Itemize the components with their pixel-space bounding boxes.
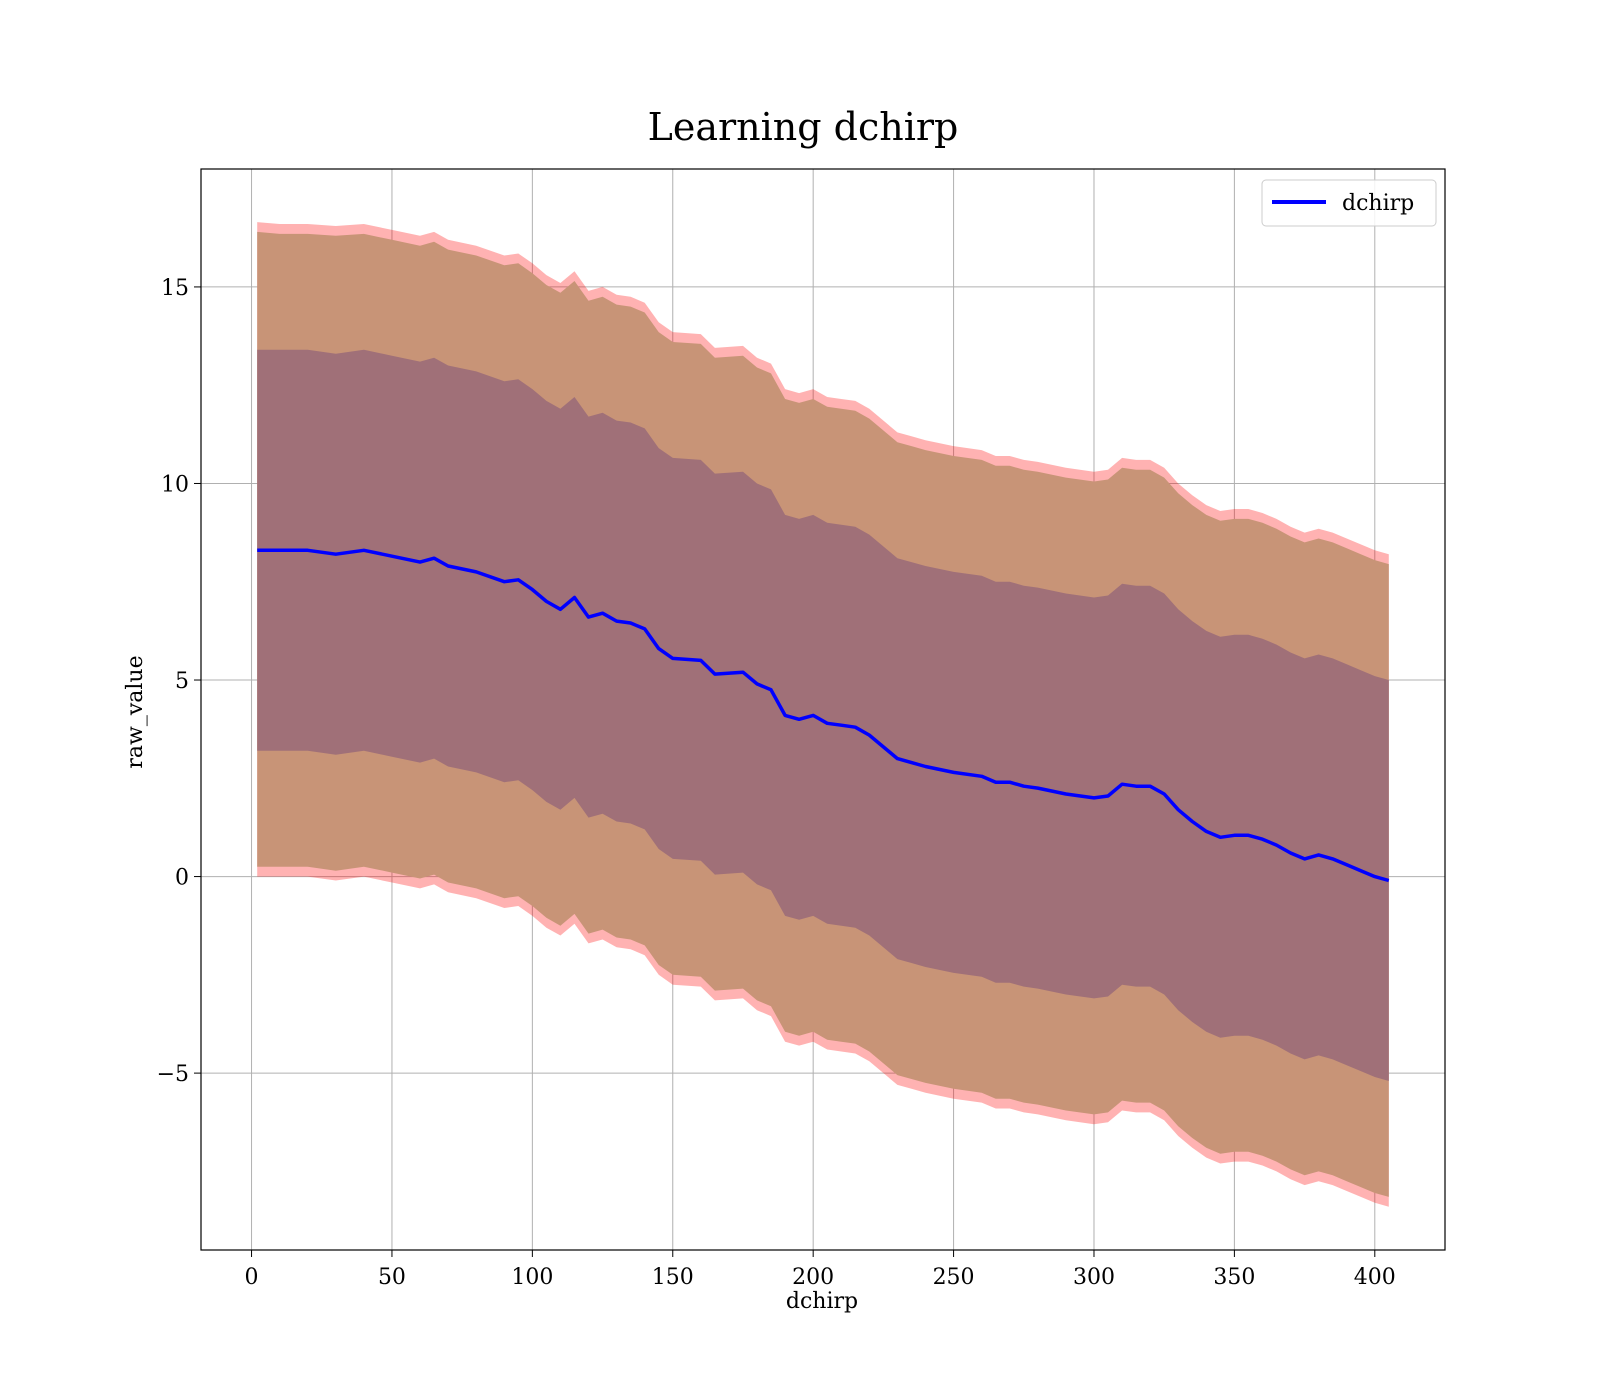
x-tick-label: 150 xyxy=(652,1265,694,1290)
x-tick-label: 300 xyxy=(1073,1265,1115,1290)
plot-area xyxy=(200,168,1446,1251)
chart-title: Learning dchirp xyxy=(648,105,959,149)
y-tick-label: 10 xyxy=(161,472,189,497)
series-line-dchirp xyxy=(257,548,1390,883)
y-tick-label: 0 xyxy=(175,866,189,891)
x-tick-label: 250 xyxy=(933,1265,975,1290)
y-tick-label: 15 xyxy=(161,276,189,301)
x-tick-label: 0 xyxy=(245,1265,259,1290)
y-axis-label: raw_value xyxy=(123,655,148,768)
x-tick-label: 200 xyxy=(792,1265,834,1290)
legend: dchirp xyxy=(1261,179,1437,227)
x-axis: 0 50 100 150 200 250 300 350 400 xyxy=(245,1250,1396,1290)
plot-frame xyxy=(200,168,1446,1251)
inner-confidence-band xyxy=(257,349,1389,1081)
legend-box xyxy=(1261,179,1437,227)
x-tick-label: 350 xyxy=(1213,1265,1255,1290)
x-tick-label: 400 xyxy=(1354,1265,1396,1290)
y-axis: −5 0 5 10 15 xyxy=(157,276,201,1087)
x-axis-label: dchirp xyxy=(786,1289,858,1314)
x-tick-label: 50 xyxy=(378,1265,406,1290)
legend-label: dchirp xyxy=(1342,191,1414,216)
x-tick-label: 100 xyxy=(511,1265,553,1290)
y-tick-label: 5 xyxy=(175,669,189,694)
y-tick-label: −5 xyxy=(157,1062,189,1087)
